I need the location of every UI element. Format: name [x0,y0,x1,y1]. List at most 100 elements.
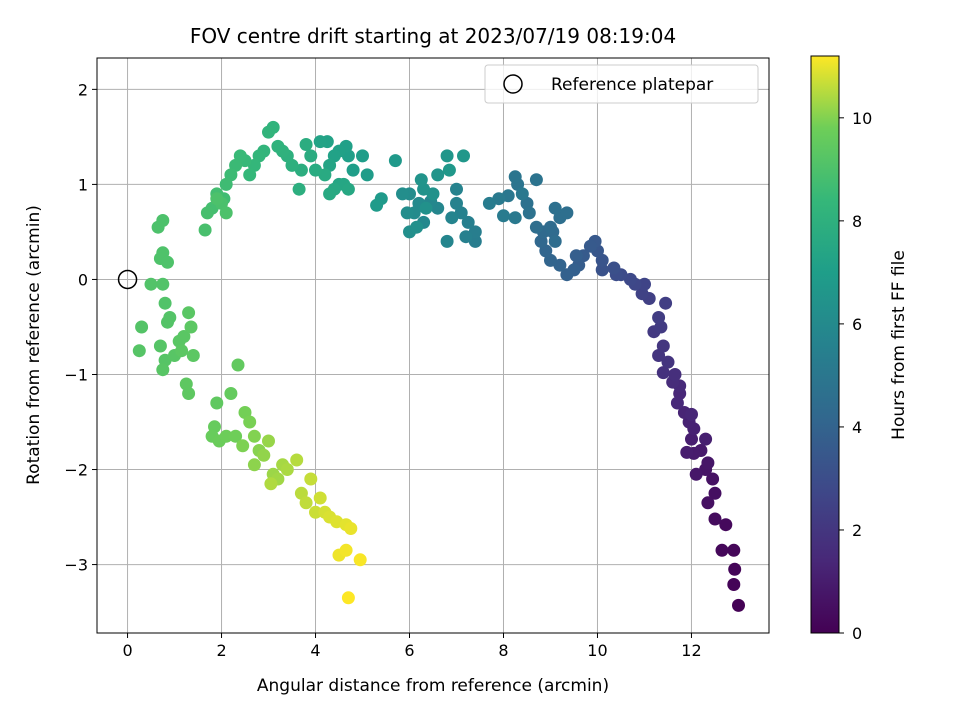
scatter-point [450,196,463,210]
scatter-point [457,149,470,163]
scatter-point [410,220,424,234]
scatter-point [400,206,414,220]
scatter-point [132,344,146,358]
colorbar-label: Hours from first FF file [889,250,909,440]
scatter-point [529,173,543,187]
colorbar: 0 2 4 6 8 10 Hours from first FF file [810,55,909,643]
scatter-point [210,396,224,410]
scatter-point [680,445,694,459]
legend: Reference platepar [484,64,759,104]
scatter-point [529,220,543,234]
scatter-point [670,396,684,410]
scatter-point [339,543,353,557]
scatter-point [583,239,597,253]
legend-entry-label: Reference platepar [551,75,713,95]
colorbar-gradient [810,55,840,634]
scatter-point [182,387,196,400]
scatter-point [341,182,355,196]
scatter-point [346,163,360,177]
scatter-point [186,349,200,362]
scatter-point [515,187,529,201]
scatter-point [292,182,306,196]
scatter-point [548,201,562,215]
scatter-point [144,277,158,291]
scatter-point [243,168,257,182]
scatter-point [200,206,214,220]
scatter-point [158,296,172,310]
scatter-point [661,355,675,369]
scatter-point [461,215,475,229]
scatter-point [360,168,374,182]
y-tick-label: 0 [78,270,88,289]
scatter-point [236,439,250,453]
scatter-point [652,311,666,324]
scatter-point [685,432,698,446]
scatter-point [699,432,713,446]
scatter-point [442,163,456,177]
scatter-point [396,187,409,201]
scatter-point [262,125,275,139]
scatter-point [708,512,722,526]
scatter-point [508,170,522,184]
scatter-point [656,366,670,380]
scatter-point [198,223,212,237]
scatter-point [135,320,149,334]
scatter-point [304,472,318,486]
plot-frame [96,57,770,634]
colorbar-tick-label: 10 [852,109,872,128]
scatter-point [440,234,454,248]
scatter-point [638,277,651,291]
scatter-point [715,543,729,557]
scatter-point [156,277,170,291]
scatter-point [370,198,384,212]
scatter-point [153,339,167,353]
scatter-point [257,448,271,462]
scatter-point [219,177,233,191]
scatter-point [184,320,198,334]
scatter-point [414,173,428,187]
scatter-point [231,358,245,372]
scatter-point [607,261,621,275]
scatter-point [290,453,304,467]
scatter-point [560,268,574,282]
colorbar-tick-label: 6 [852,315,862,334]
scatter-point [719,518,733,532]
scatter-point [304,149,318,163]
x-tick-label: 0 [122,641,132,660]
scatter-point [440,149,454,163]
scatter-point [732,598,745,612]
y-tick-label: −3 [64,556,88,575]
colorbar-tick-label: 2 [852,521,862,540]
scatter-point [313,135,327,149]
scatter-point [299,496,313,510]
scatter-point [482,196,496,210]
scatter-point [497,209,510,223]
scatter-point [341,591,355,605]
scatter-point [161,255,174,269]
scatter-point [431,168,445,182]
scatter-point [459,230,473,244]
y-axis-label: Rotation from reference (arcmin) [24,205,44,485]
colorbar-ticks: 0 2 4 6 8 10 [839,109,872,643]
y-tick-label: −2 [64,461,88,480]
scatter-point [224,387,238,400]
scatter-point [701,496,715,510]
grid-lines [97,58,769,633]
y-tick-label: 2 [78,80,88,99]
colorbar-tick-label: 4 [852,418,862,437]
scatter-point [280,463,294,476]
scatter-point [156,363,170,377]
scatter-point [262,434,275,448]
scatter-point [243,415,257,429]
scatter-point [668,368,682,381]
x-tick-label: 2 [216,641,226,660]
scatter-point [685,407,698,421]
scatter-point [247,429,261,443]
scatter-point [560,206,574,220]
scatter-point [175,344,189,358]
scatter-point [271,139,285,153]
scatter-point [219,429,233,443]
colorbar-tick-label: 0 [852,624,862,643]
x-axis-label: Angular distance from reference (arcmin) [257,676,609,696]
